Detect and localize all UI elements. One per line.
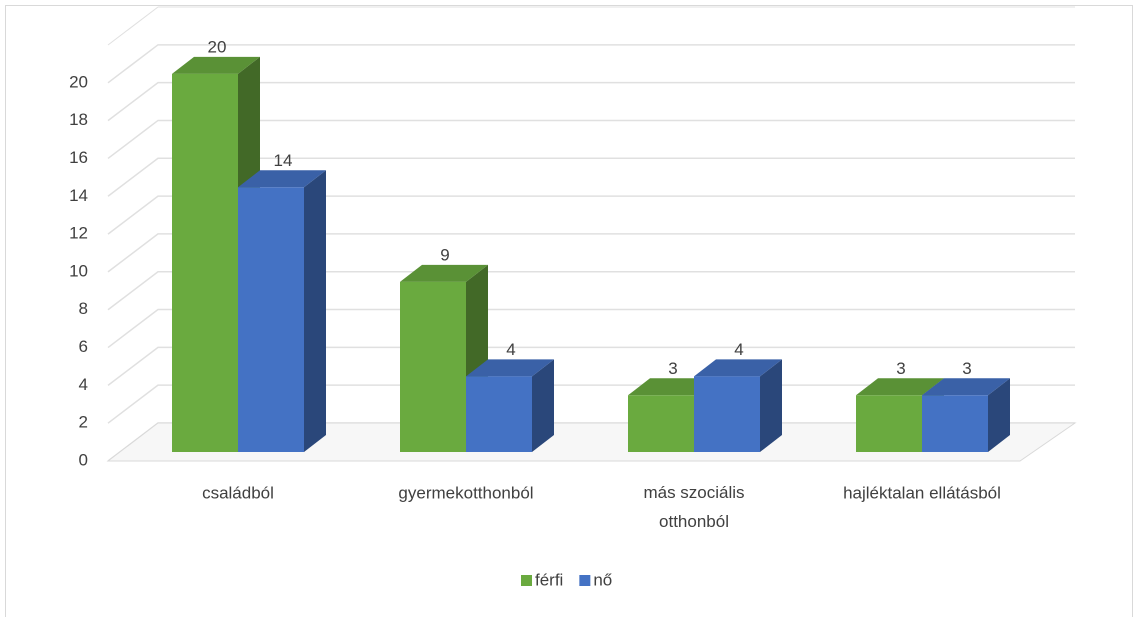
x-tick-label: gyermekotthonból [398, 483, 533, 502]
bar [694, 376, 760, 452]
bar-side [304, 170, 326, 453]
x-tick-line: otthonból [659, 512, 729, 531]
grid-line [107, 119, 1075, 160]
bar-top [922, 378, 1010, 396]
y-tick-label: 6 [79, 337, 88, 356]
value-label: 9 [440, 245, 449, 264]
y-tick-label: 2 [79, 413, 88, 432]
bar-side [760, 359, 782, 452]
bar-side [532, 359, 554, 452]
value-label: 3 [896, 359, 905, 378]
y-tick-label: 14 [69, 186, 88, 205]
value-label: 4 [734, 340, 743, 359]
bar-top [172, 56, 260, 74]
y-tick-label: 4 [79, 375, 88, 394]
legend-swatch [521, 575, 532, 586]
bar-top [694, 359, 782, 377]
bar-top [856, 378, 944, 396]
y-tick-label: 12 [69, 224, 88, 243]
bar [856, 395, 922, 452]
value-label: 20 [208, 37, 227, 56]
x-tick-line: más szociális [643, 483, 744, 502]
grid-line [107, 308, 1075, 349]
bar [400, 281, 466, 452]
wall-top [107, 6, 159, 46]
grid-line [107, 157, 1075, 197]
bar-side [988, 378, 1010, 452]
grid-line [107, 44, 1075, 84]
bar-top [238, 170, 326, 188]
bar [172, 73, 238, 453]
grid-line [107, 233, 1075, 273]
chart-border [5, 5, 1133, 622]
floor [106, 422, 1077, 462]
bar [238, 187, 304, 453]
bar-top [466, 359, 554, 377]
y-tick-label: 8 [79, 299, 88, 318]
value-label: 3 [668, 359, 677, 378]
bar-top [400, 264, 488, 282]
value-label: 3 [962, 359, 971, 378]
x-tick-label: más szociális otthonból [643, 483, 744, 531]
legend-label: férfi [535, 570, 563, 589]
legend-label: nő [593, 570, 612, 589]
legend-swatch [579, 575, 591, 586]
y-tick-label: 0 [79, 450, 88, 469]
bar [466, 376, 532, 452]
grid-line [107, 195, 1075, 235]
bar [922, 395, 988, 452]
grid-line [107, 270, 1075, 311]
bar [628, 395, 694, 452]
y-tick-label: 10 [69, 261, 88, 280]
y-tick-label: 18 [69, 110, 88, 129]
x-tick-label: hajléktalan ellátásból [843, 483, 1001, 502]
y-tick-label: 20 [69, 72, 88, 91]
y-tick-label: 16 [69, 148, 88, 167]
value-label: 14 [274, 151, 293, 170]
x-tick-label: családból [202, 483, 274, 502]
grid-line [107, 346, 1075, 386]
value-label: 4 [506, 340, 515, 359]
grid-line [107, 81, 1075, 122]
